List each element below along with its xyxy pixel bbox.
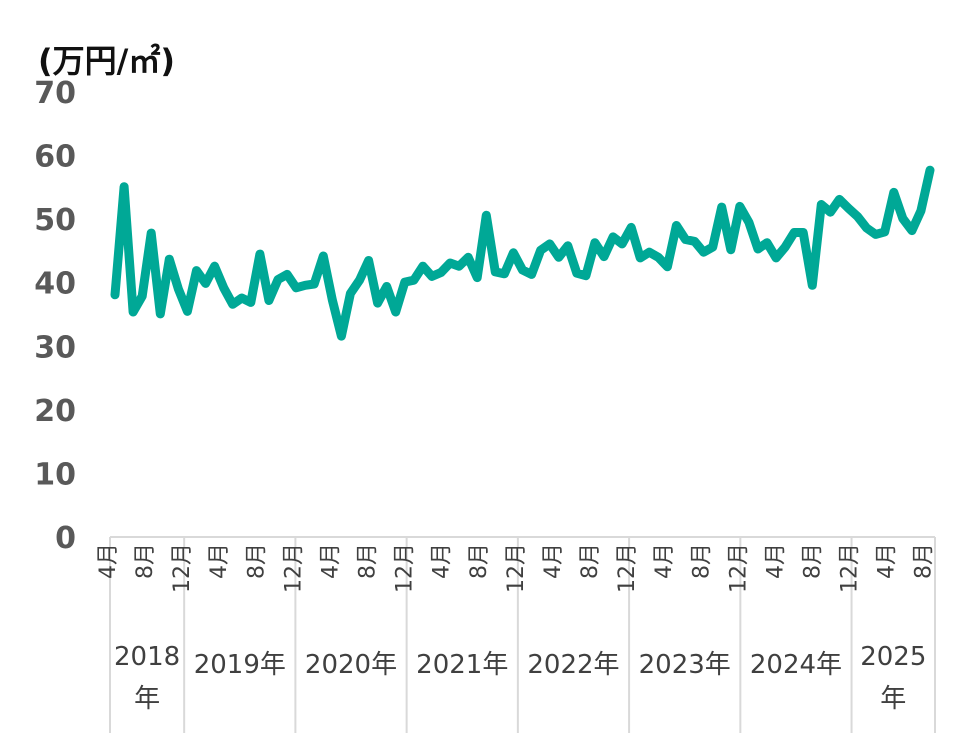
month-tick-label: 4月 [207,543,232,579]
month-tick-label: 4月 [430,543,455,579]
month-tick-label: 12月 [281,543,306,593]
x-axis: 4月 8月 12月 4月 8月 12月 4月 8月 12月 4月 8月 12月 4月 8月 12月 4月 8月 1… [96,536,937,733]
month-tick-label: 8月 [356,543,381,579]
y-axis-tick-labels: 0 10 20 30 40 50 60 70 [34,76,76,556]
month-tick-label: 8月 [467,543,492,579]
y-tick-label: 50 [34,203,76,238]
year-label: 2023年 [639,650,731,680]
year-label: 2020年 [305,650,397,680]
year-label: 2022年 [527,650,619,680]
y-tick-label: 70 [34,76,76,111]
year-label: 年 [134,684,160,714]
month-tick-label: 12月 [393,543,418,593]
month-tick-label: 4月 [652,543,677,579]
y-tick-label: 10 [34,457,76,492]
month-tick-label: 12月 [838,543,863,593]
year-label: 2019年 [194,650,286,680]
month-tick-label: 4月 [541,543,566,579]
series-line [110,165,935,341]
y-tick-label: 0 [55,521,76,556]
month-tick-label: 4月 [318,543,343,579]
month-tick-label: 4月 [763,543,788,579]
month-tick-label: 4月 [96,543,121,579]
month-tick-label: 12月 [726,543,751,593]
month-tick-label: 12月 [170,543,195,593]
y-tick-label: 60 [34,140,76,175]
year-label: 年 [880,684,906,714]
y-tick-label: 40 [34,267,76,302]
month-tick-label: 8月 [133,543,158,579]
month-tick-label: 4月 [875,543,900,579]
month-tick-label: 12月 [615,543,640,593]
month-tick-label: 12月 [504,543,529,593]
month-tick-label: 8月 [578,543,603,579]
month-tick-label: 8月 [244,543,269,579]
y-tick-label: 20 [34,394,76,429]
month-tick-label: 8月 [800,543,825,579]
year-label: 2024年 [750,650,842,680]
unit-label: (万円/㎡) [38,42,175,80]
year-label: 2025 [860,642,926,672]
year-label: 2021年 [416,650,508,680]
y-tick-label: 30 [34,330,76,365]
month-tick-label: 8月 [912,543,937,579]
year-label: 2018 [114,642,180,672]
month-tick-label: 8月 [689,543,714,579]
